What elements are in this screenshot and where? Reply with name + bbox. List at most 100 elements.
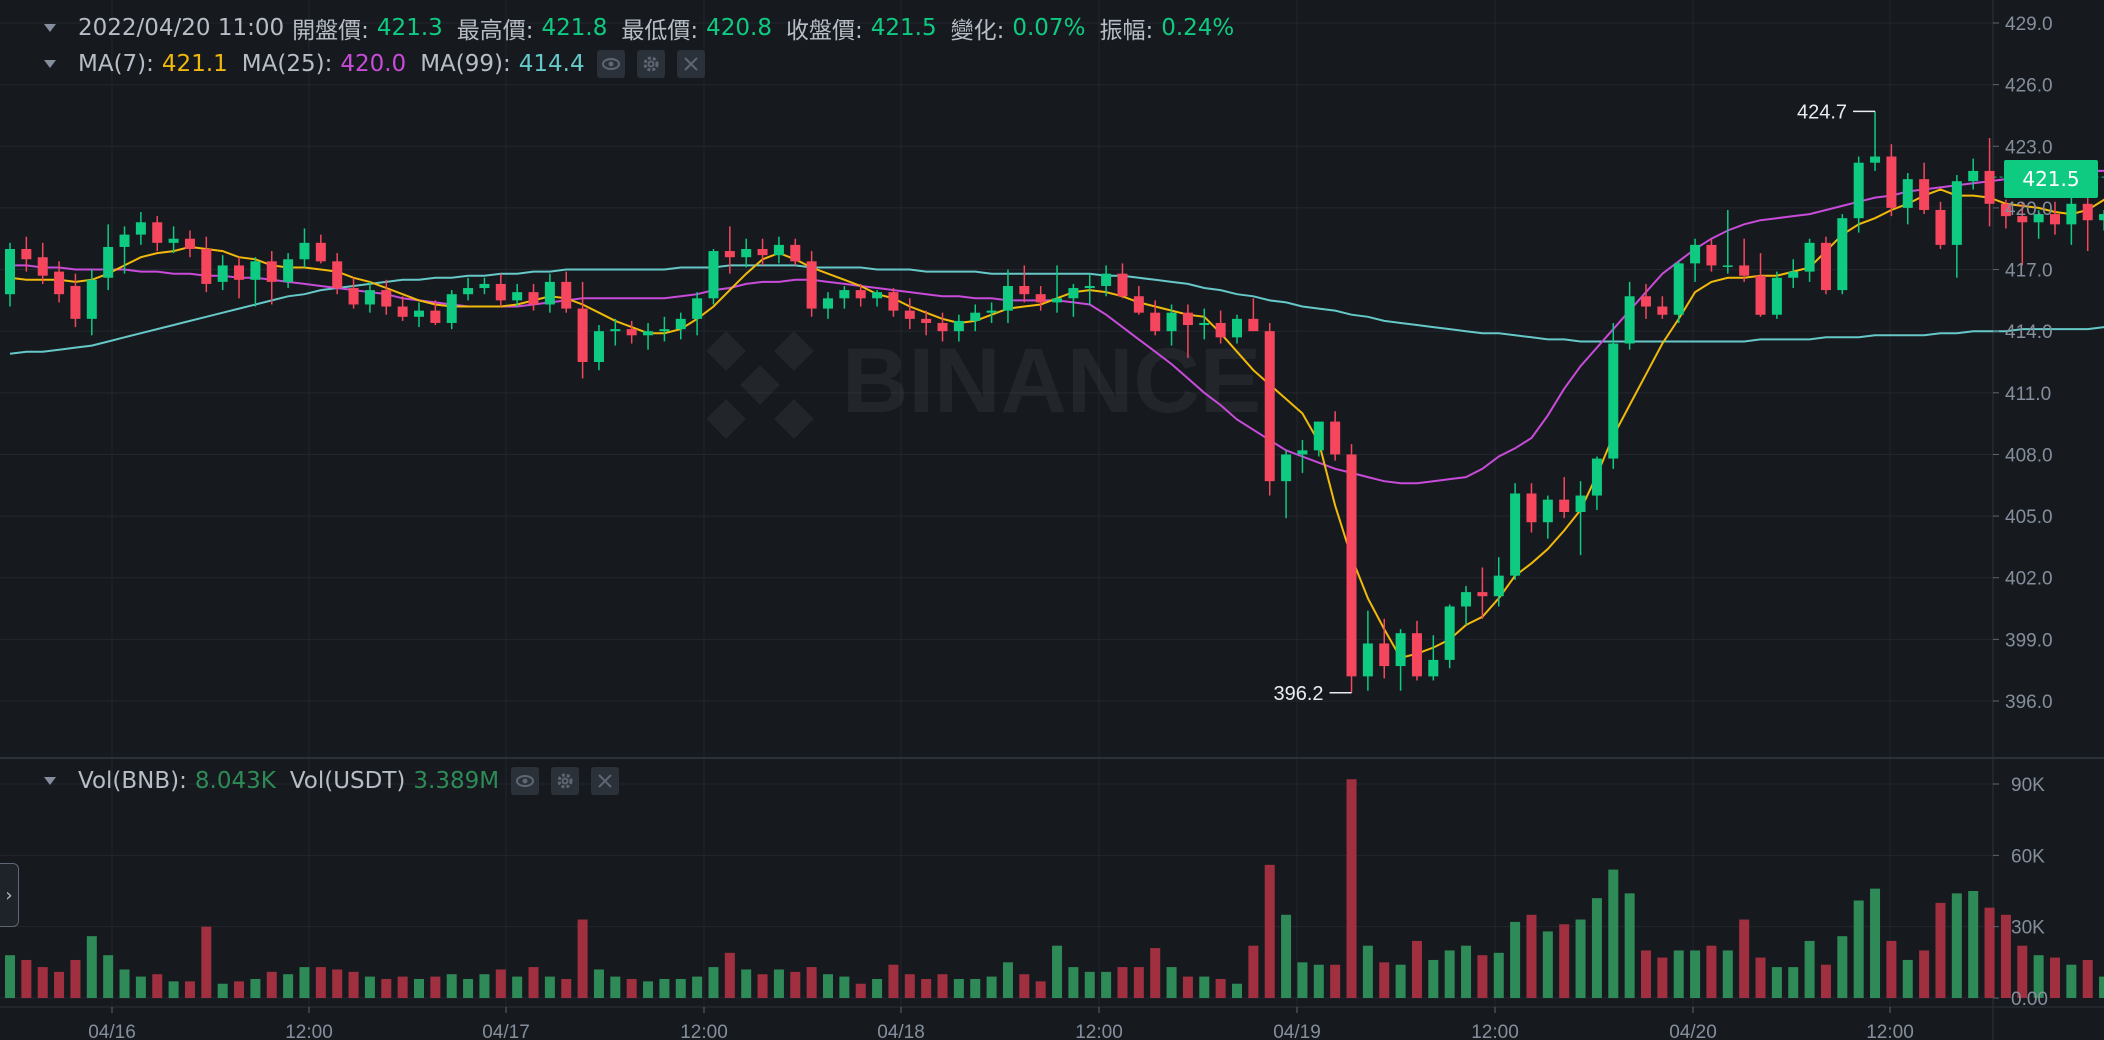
volume-bar — [135, 976, 146, 998]
collapse-triangle-icon[interactable] — [44, 24, 56, 32]
candle-body — [1739, 265, 1750, 276]
volume-bar — [593, 969, 604, 998]
candle-body — [348, 288, 359, 305]
price-tick-label: 402.0 — [2005, 569, 2053, 590]
candle-body — [1542, 499, 1553, 523]
volume-bar — [1444, 950, 1455, 998]
open-value: 421.3 — [376, 15, 443, 41]
volume-bar — [1002, 962, 1013, 998]
candle-body — [1951, 181, 1962, 245]
volume-bar — [1101, 971, 1112, 998]
candle-body — [1133, 296, 1144, 313]
candle-body — [1313, 421, 1324, 451]
volume-bar — [1722, 950, 1733, 998]
candle-body — [1902, 179, 1913, 208]
candle-body — [806, 261, 817, 309]
sidebar-expand-button[interactable]: › — [0, 863, 19, 927]
volume-bar — [152, 974, 163, 998]
annotations: 424.7 396.2 — [1273, 101, 1876, 705]
volume-bar — [1575, 919, 1586, 998]
candle-body — [2017, 216, 2028, 223]
volume-bar — [463, 978, 474, 998]
candle-body — [1019, 285, 1030, 295]
price-tick-label: 426.0 — [2005, 76, 2053, 97]
candle-body — [1493, 575, 1504, 597]
volume-bar — [692, 976, 703, 998]
volume-bar — [1281, 914, 1292, 998]
candle-body — [790, 244, 801, 262]
volume-bar — [2066, 964, 2077, 998]
candle-body — [2099, 214, 2104, 221]
candle-body — [757, 249, 768, 256]
volume-bars — [5, 779, 2104, 998]
volume-bar — [119, 969, 130, 998]
volume-bar — [1232, 983, 1242, 998]
volume-bar — [953, 978, 964, 998]
amplitude-label: 振幅: — [1099, 18, 1154, 44]
volume-bar — [1035, 981, 1046, 998]
high-annotation: 424.7 — [1797, 101, 1847, 123]
volume-bar — [1297, 962, 1308, 998]
candle-body — [528, 292, 539, 305]
low-label: 最低價: — [621, 18, 699, 44]
price-tick-label: 396.0 — [2005, 692, 2053, 713]
volume-legend: Vol(BNB): 8.043K Vol(USDT) 3.389M — [44, 766, 620, 796]
volume-bar — [266, 971, 277, 998]
volume-bar — [1706, 945, 1717, 998]
ma25-value: 420.0 — [340, 51, 407, 77]
price-tick-label: 429.0 — [2005, 14, 2053, 35]
candle-body — [1264, 331, 1275, 482]
candle-body — [512, 292, 523, 301]
candle-body — [184, 238, 195, 249]
volume-bar — [5, 955, 15, 998]
volume-bar — [283, 974, 294, 998]
ma25-label: MA(25): — [241, 51, 333, 77]
time-tick-label: 12:00 — [1075, 1022, 1123, 1040]
volume-bar — [888, 964, 899, 998]
candle-body — [2033, 214, 2044, 223]
candle-body — [430, 310, 441, 323]
volume-bar — [201, 926, 212, 998]
ohlc-legend: 2022/04/20 11:00 開盤價: 421.3 最高價: 421.8 最… — [44, 13, 1248, 44]
candle-body — [839, 290, 850, 299]
volume-bar — [724, 952, 735, 998]
close-icon[interactable] — [676, 50, 705, 78]
eye-icon[interactable] — [511, 767, 540, 795]
volume-bar — [250, 978, 261, 998]
time-tick-label: 04/18 — [877, 1022, 925, 1040]
time-tick-label: 12:00 — [1866, 1022, 1914, 1040]
candle-body — [1362, 643, 1373, 677]
candle-body — [1215, 322, 1226, 338]
volume-bar — [1886, 940, 1897, 998]
candle-body — [315, 242, 326, 262]
candle-body — [495, 283, 506, 301]
volume-bar — [1248, 945, 1259, 998]
candle-body — [1232, 318, 1242, 338]
volume-bar — [1788, 967, 1799, 998]
legend-datetime: 2022/04/20 11:00 — [78, 15, 285, 41]
candle-body — [643, 331, 654, 336]
candle-body — [1182, 312, 1193, 326]
volume-bar — [1608, 869, 1619, 998]
candle-body — [921, 318, 932, 323]
collapse-triangle-icon[interactable] — [44, 777, 56, 785]
gear-icon[interactable] — [636, 50, 665, 78]
ma25-series — [10, 169, 2104, 485]
price-tick-label: 420.0 — [2005, 199, 2053, 220]
volume-bar — [986, 976, 997, 998]
candle-body — [970, 312, 981, 321]
vol-usdt-value: 3.389M — [413, 768, 500, 794]
volume-bar — [904, 974, 915, 998]
eye-icon[interactable] — [596, 50, 625, 78]
candle-body — [855, 290, 866, 299]
gear-icon[interactable] — [551, 767, 580, 795]
candle-body — [1002, 285, 1013, 311]
collapse-triangle-icon[interactable] — [44, 60, 56, 68]
price-tick-label: 411.0 — [2005, 384, 2051, 405]
candle-body — [86, 279, 97, 319]
candle-body — [593, 331, 604, 362]
volume-bar — [675, 978, 686, 998]
volume-bar — [806, 967, 817, 998]
close-icon[interactable] — [591, 767, 620, 795]
